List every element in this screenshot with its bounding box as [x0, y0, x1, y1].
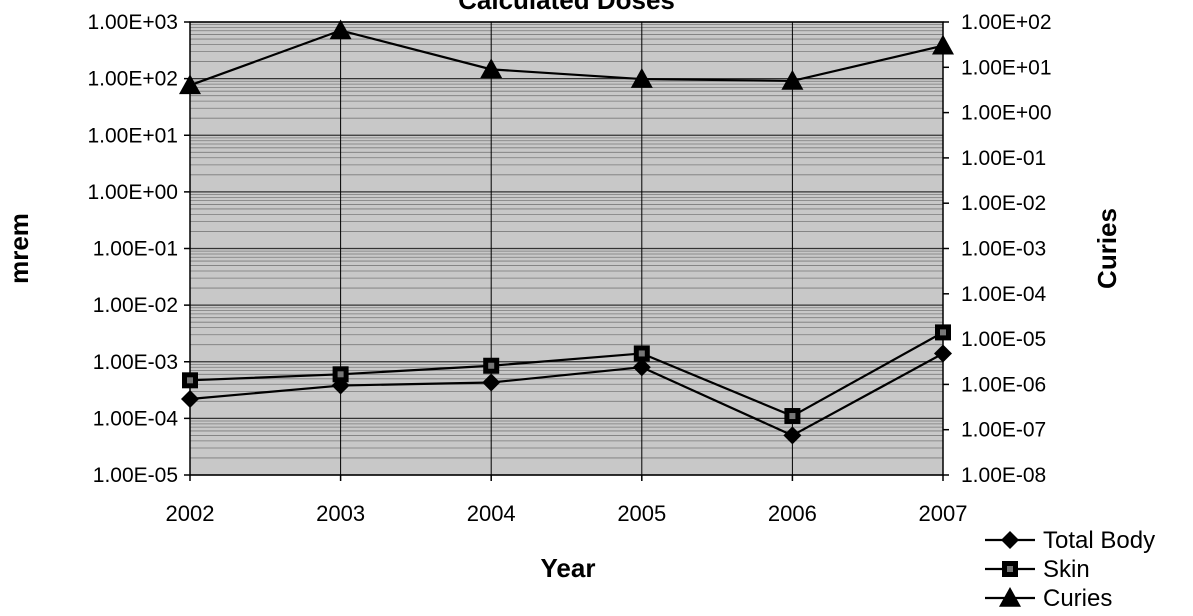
x-axis-title: Year — [541, 553, 596, 583]
x-tick-label: 2006 — [768, 501, 817, 526]
data-point-curies — [932, 34, 954, 55]
data-point-total-body — [783, 426, 802, 445]
data-point-curies — [480, 58, 503, 79]
legend-label-curies: Curies — [1043, 585, 1112, 611]
x-tick-label: 2004 — [467, 501, 516, 526]
legend-marker-skin-inner — [1007, 566, 1013, 572]
left-tick-label: 1.00E+01 — [87, 124, 178, 147]
data-point-skin-inner — [638, 350, 645, 357]
right-tick-label: 1.00E-02 — [961, 192, 1046, 215]
right-tick-label: 1.00E-08 — [961, 464, 1046, 487]
data-point-total-body — [482, 373, 501, 392]
right-tick-label: 1.00E-05 — [961, 328, 1046, 351]
left-tick-label: 1.00E-05 — [93, 464, 178, 487]
right-tick-label: 1.00E+02 — [961, 11, 1052, 34]
y-axis-title-right: Curies — [1092, 208, 1122, 289]
left-tick-label: 1.00E-04 — [93, 407, 179, 430]
left-tick-label: 1.00E+03 — [87, 11, 178, 34]
right-tick-label: 1.00E+01 — [961, 56, 1052, 79]
left-tick-label: 1.00E-02 — [93, 294, 178, 317]
series-line-curies — [189, 29, 944, 87]
x-tick-label: 2007 — [919, 501, 968, 526]
data-point-total-body — [632, 358, 651, 377]
data-point-total-body — [934, 344, 952, 363]
data-point-curies — [329, 19, 352, 40]
data-point-skin-inner — [488, 362, 495, 369]
data-point-total-body — [181, 389, 199, 408]
right-tick-label: 1.00E-03 — [961, 238, 1046, 261]
left-tick-label: 1.00E-03 — [93, 351, 178, 374]
left-tick-label: 1.00E-01 — [93, 238, 178, 261]
series-line-total-body — [189, 352, 944, 437]
left-tick-label: 1.00E+00 — [87, 181, 178, 204]
series-curies — [179, 19, 954, 95]
y-axis-title-left: mrem — [4, 213, 34, 284]
legend-marker-curies — [999, 587, 1021, 607]
data-point-curies — [630, 68, 653, 88]
legend-marker-total-body — [1001, 531, 1019, 549]
legend-label-total-body: Total Body — [1043, 527, 1155, 554]
right-tick-label: 1.00E-01 — [961, 147, 1046, 170]
major-gridlines — [190, 21, 943, 476]
right-tick-label: 1.00E+00 — [961, 102, 1052, 125]
legend-label-skin: Skin — [1043, 556, 1090, 583]
data-point-skin-inner — [789, 413, 796, 420]
left-tick-label: 1.00E+02 — [87, 68, 178, 91]
series-total-body — [181, 344, 952, 445]
series-line-skin — [189, 331, 944, 418]
data-point-curies — [179, 74, 201, 95]
x-tick-label: 2002 — [166, 501, 215, 526]
chart-title: Calculated Doses — [458, 0, 675, 15]
data-point-skin-inner — [337, 371, 344, 378]
series-skin — [182, 324, 951, 425]
data-point-skin-inner — [187, 377, 193, 384]
right-tick-label: 1.00E-07 — [961, 419, 1046, 442]
x-tick-label: 2003 — [316, 501, 365, 526]
x-tick-label: 2005 — [617, 501, 666, 526]
data-point-curies — [781, 69, 804, 90]
gridlines — [190, 24, 943, 459]
right-tick-label: 1.00E-04 — [961, 283, 1047, 306]
right-tick-label: 1.00E-06 — [961, 373, 1046, 396]
data-point-skin-inner — [940, 329, 946, 336]
